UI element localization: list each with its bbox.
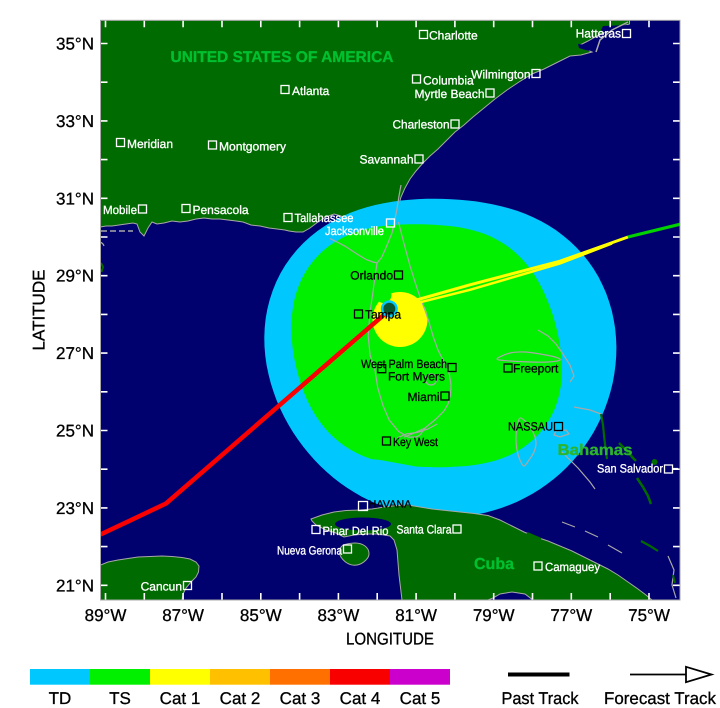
- svg-text:Tallahassee: Tallahassee: [295, 211, 354, 225]
- svg-text:Cuba: Cuba: [474, 556, 514, 573]
- svg-text:79°W: 79°W: [473, 606, 515, 625]
- svg-text:Nueva Gerona: Nueva Gerona: [277, 544, 342, 558]
- svg-text:23°N: 23°N: [56, 499, 94, 518]
- svg-text:San Salvador: San Salvador: [597, 462, 663, 476]
- svg-text:LATITUDE: LATITUDE: [30, 270, 49, 351]
- svg-text:Montgomery: Montgomery: [219, 140, 286, 154]
- svg-text:Fort Myers: Fort Myers: [388, 370, 445, 384]
- svg-text:Pinar Del Rio: Pinar Del Rio: [323, 524, 389, 538]
- svg-text:Tampa: Tampa: [365, 308, 401, 322]
- svg-text:Cat 2: Cat 2: [220, 689, 261, 708]
- svg-text:89°W: 89°W: [85, 606, 127, 625]
- svg-text:TD: TD: [49, 689, 72, 708]
- svg-text:Key West: Key West: [393, 435, 439, 449]
- svg-text:29°N: 29°N: [56, 267, 94, 286]
- svg-text:Cancun: Cancun: [141, 580, 182, 594]
- svg-text:Freeport: Freeport: [513, 362, 559, 376]
- svg-text:Bahamas: Bahamas: [558, 442, 633, 459]
- svg-text:Wilmington: Wilmington: [471, 68, 530, 82]
- svg-text:Savannah: Savannah: [359, 153, 413, 167]
- svg-text:Cat 5: Cat 5: [400, 689, 441, 708]
- svg-text:Miami: Miami: [408, 390, 440, 404]
- svg-text:Forecast Track: Forecast Track: [604, 689, 716, 708]
- svg-text:87°W: 87°W: [162, 606, 204, 625]
- svg-text:Camaguey: Camaguey: [545, 560, 600, 574]
- svg-text:Pensacola: Pensacola: [193, 203, 249, 217]
- svg-text:81°W: 81°W: [395, 606, 437, 625]
- svg-text:UNITED STATES OF AMERICA: UNITED STATES OF AMERICA: [171, 49, 394, 66]
- svg-text:Myrtle Beach: Myrtle Beach: [414, 87, 484, 101]
- svg-text:NASSAU: NASSAU: [508, 420, 553, 434]
- svg-text:31°N: 31°N: [56, 189, 94, 208]
- svg-text:Cat 3: Cat 3: [280, 689, 321, 708]
- svg-text:Meridian: Meridian: [127, 137, 173, 151]
- svg-text:27°N: 27°N: [56, 344, 94, 363]
- svg-text:75°W: 75°W: [628, 606, 670, 625]
- svg-text:Santa Clara: Santa Clara: [397, 523, 452, 537]
- svg-text:Orlando: Orlando: [350, 269, 393, 283]
- svg-text:Cat 4: Cat 4: [340, 689, 381, 708]
- svg-text:Atlanta: Atlanta: [292, 84, 330, 98]
- svg-text:Cat 1: Cat 1: [160, 689, 201, 708]
- svg-text:Mobile: Mobile: [103, 203, 137, 217]
- svg-text:25°N: 25°N: [56, 422, 94, 441]
- svg-text:Columbia: Columbia: [423, 74, 474, 88]
- svg-text:Jacksonville: Jacksonville: [325, 224, 384, 238]
- svg-text:Hatteras: Hatteras: [576, 27, 621, 41]
- svg-text:77°W: 77°W: [550, 606, 592, 625]
- svg-text:85°W: 85°W: [240, 606, 282, 625]
- svg-text:LONGITUDE: LONGITUDE: [346, 630, 434, 649]
- svg-text:21°N: 21°N: [56, 576, 94, 595]
- svg-text:HAVANA: HAVANA: [369, 499, 412, 511]
- svg-text:West Palm Beach: West Palm Beach: [361, 357, 447, 371]
- svg-text:TS: TS: [109, 689, 131, 708]
- svg-text:83°W: 83°W: [318, 606, 360, 625]
- svg-text:Charlotte: Charlotte: [429, 29, 478, 43]
- svg-text:Past Track: Past Track: [502, 689, 579, 708]
- svg-text:35°N: 35°N: [56, 35, 94, 54]
- svg-text:Charleston: Charleston: [393, 118, 450, 132]
- svg-text:33°N: 33°N: [56, 112, 94, 131]
